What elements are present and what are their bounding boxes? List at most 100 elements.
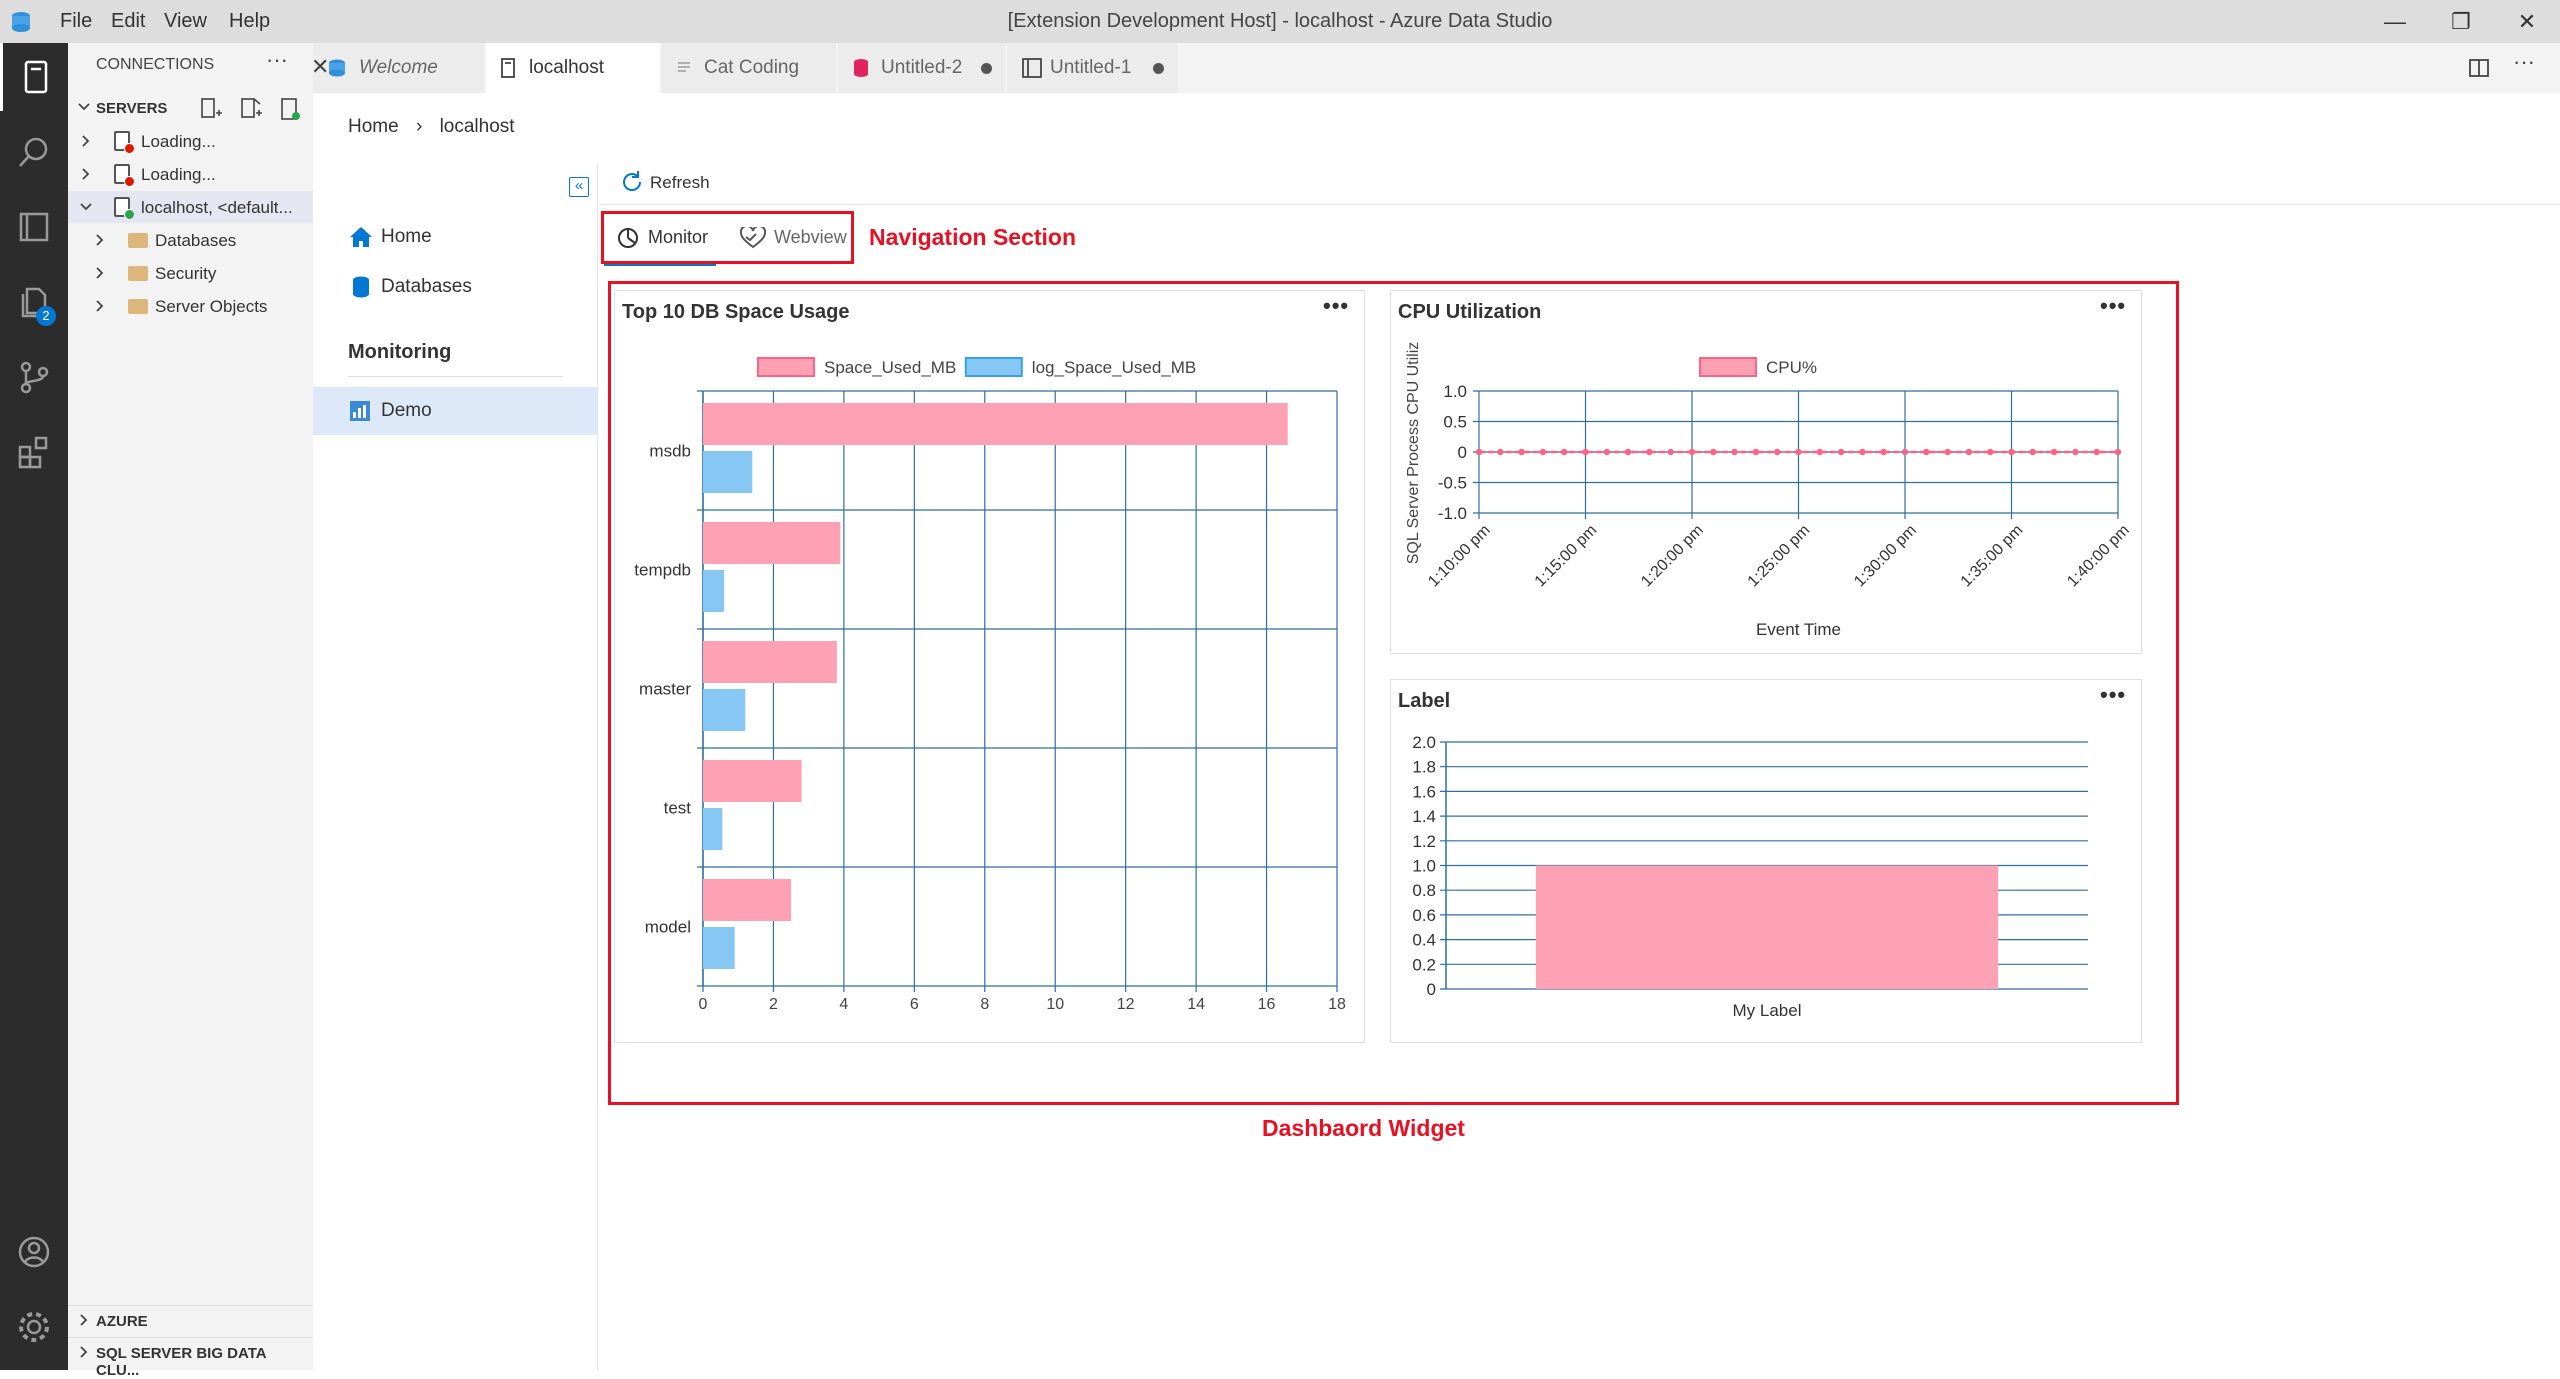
widget-more-icon[interactable]: ••• (1323, 293, 1350, 318)
server-icon (114, 131, 135, 154)
bar-log-space-used (703, 927, 735, 969)
cpu-data-point (1603, 448, 1610, 456)
toolbar-divider (599, 204, 2560, 205)
restore-button[interactable]: ❐ (2451, 9, 2471, 34)
tree-row-server-localhost[interactable]: localhost, <default... (68, 191, 313, 223)
nav-item-demo[interactable]: Demo (313, 387, 598, 435)
nav-item-home[interactable]: Home (313, 213, 598, 261)
menu-view[interactable]: View (164, 10, 207, 32)
widget-more-icon[interactable]: ••• (2100, 682, 2127, 707)
tree-row-server-objects[interactable]: Server Objects (68, 290, 313, 322)
breadcrumb-current[interactable]: localhost (439, 116, 515, 137)
tree-row-security[interactable]: Security (68, 257, 313, 289)
unsaved-dot-icon[interactable] (1153, 63, 1164, 74)
category-label: model (645, 918, 691, 937)
tab-label: Untitled-2 (881, 57, 963, 78)
nav-item-databases[interactable]: Databases (313, 263, 598, 311)
minimize-button[interactable]: — (2384, 9, 2406, 34)
breadcrumb-home[interactable]: Home (348, 116, 399, 137)
tree-row-server-loading-2[interactable]: Loading... (68, 158, 313, 190)
tab-label: Webview (774, 227, 847, 247)
tab-cat-coding[interactable]: Cat Coding (662, 43, 837, 93)
cpu-data-point (1539, 448, 1547, 456)
tab-label: localhost (529, 57, 604, 78)
server-icon (501, 58, 515, 78)
close-tab-icon[interactable]: ✕ (311, 54, 330, 79)
widget-title: Label (1398, 690, 1451, 712)
bigdata-section-label: SQL SERVER BIG DATA CLU... (96, 1345, 267, 1379)
manage-activity[interactable] (0, 1293, 68, 1361)
server-icon (114, 197, 135, 220)
tree-row-label: Loading... (141, 132, 216, 151)
cpu-data-point (1497, 448, 1504, 456)
dashboard-icon (350, 401, 370, 421)
cpu-data-point (1901, 448, 1909, 456)
x-tick-label: 8 (980, 996, 989, 1013)
tab-untitled-1[interactable]: Untitled-1 (1007, 43, 1179, 93)
more-actions-icon[interactable]: ··· (2513, 49, 2535, 74)
refresh-label: Refresh (650, 173, 710, 192)
menu-help[interactable]: Help (229, 10, 271, 32)
tree-row-label: Loading... (141, 165, 216, 184)
explorer-activity[interactable]: 2 (0, 268, 68, 336)
legend-label: Space_Used_MB (824, 358, 956, 377)
active-connections-icon[interactable] (278, 97, 302, 121)
connections-sidebar: CONNECTIONS ··· SERVERS Loading... Loadi… (68, 43, 313, 1379)
servers-section-header[interactable]: SERVERS (68, 93, 313, 123)
extensions-activity[interactable] (0, 418, 68, 486)
search-activity[interactable] (0, 118, 68, 186)
book-icon (19, 212, 49, 242)
tree-row-server-loading-1[interactable]: Loading... (68, 125, 313, 157)
unsaved-dot-icon[interactable] (981, 63, 992, 74)
collapse-nav-button[interactable]: « (569, 177, 589, 197)
chevron-right-icon (82, 135, 90, 147)
bigdata-section-header[interactable]: SQL SERVER BIG DATA CLU... (68, 1337, 313, 1379)
tree-row-databases[interactable]: Databases (68, 224, 313, 256)
home-icon (350, 227, 372, 247)
y-tick-label: 0 (1427, 980, 1436, 999)
tab-welcome[interactable]: Welcome (313, 43, 485, 93)
more-actions-icon[interactable]: ··· (266, 47, 288, 72)
bar-space-used (703, 760, 802, 802)
folder-icon (128, 299, 148, 314)
tab-localhost[interactable]: localhost ✕ (311, 43, 661, 93)
cpu-data-point (1667, 448, 1674, 456)
bar-space-used (703, 403, 1288, 445)
bar-log-space-used (703, 808, 723, 850)
dashboard-widget-annotation: Dashbaord Widget (1262, 1115, 1465, 1141)
azure-section-header[interactable]: AZURE (68, 1305, 313, 1335)
cpu-data-point (1710, 448, 1717, 456)
widget-more-icon[interactable]: ••• (2100, 293, 2127, 318)
db-space-chart: Space_Used_MB log_Space_Used_MB 0 2 4 6 8 10 12 1… (634, 357, 1346, 1013)
widget-title: Top 10 DB Space Usage (622, 301, 850, 323)
cpu-data-point (1646, 448, 1653, 456)
cpu-data-point (1688, 448, 1696, 456)
y-tick-label: -1.0 (1438, 504, 1467, 523)
menu-file[interactable]: File (60, 10, 93, 32)
new-connection-icon[interactable] (199, 97, 223, 121)
window-title: [Extension Development Host] - localhost… (1007, 10, 1553, 32)
folder-icon (128, 233, 148, 248)
y-tick-label: 1.4 (1412, 807, 1436, 826)
y-tick-label: 0.5 (1443, 413, 1467, 432)
monitor-icon (618, 228, 638, 248)
connections-activity[interactable] (0, 43, 68, 111)
split-editor-icon[interactable] (2468, 57, 2490, 79)
category-label: msdb (649, 442, 691, 461)
legend-label: log_Space_Used_MB (1032, 358, 1196, 377)
bar-log-space-used (703, 570, 725, 612)
notebooks-activity[interactable] (0, 193, 68, 261)
y-axis-label: SQL Server Process CPU Utiliz (1405, 342, 1422, 565)
chevron-right-icon (80, 1346, 88, 1358)
source-control-icon (20, 361, 49, 394)
menu-edit[interactable]: Edit (111, 10, 146, 32)
close-window-button[interactable]: ✕ (2517, 9, 2537, 34)
cpu-data-point (1752, 448, 1760, 456)
refresh-button[interactable]: Refresh (620, 170, 710, 199)
new-server-group-icon[interactable] (239, 97, 263, 121)
tab-untitled-2[interactable]: Untitled-2 (838, 43, 1006, 93)
x-tick-label: 1:35:00 pm (1958, 522, 2027, 591)
source-control-activity[interactable] (0, 343, 68, 411)
x-tick-label: 10 (1046, 996, 1064, 1013)
accounts-activity[interactable] (0, 1218, 68, 1286)
